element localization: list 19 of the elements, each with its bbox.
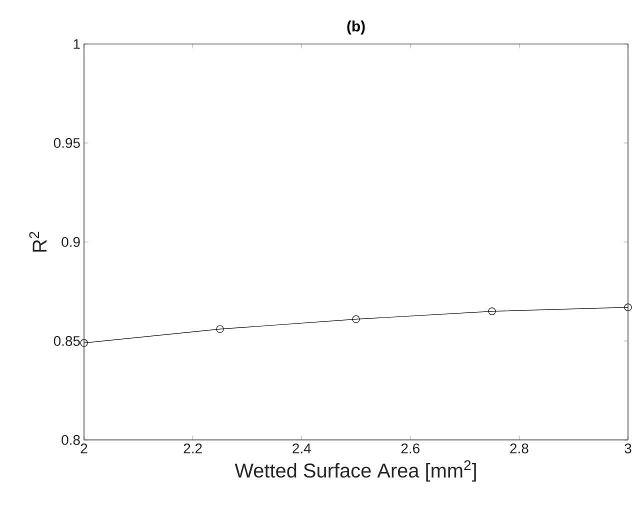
y-tick-label: 0.85 [54,336,80,346]
x-tick-label: 2.6 [401,443,420,454]
point [352,315,360,323]
x-tick-label: 2 [80,443,88,454]
chart-title: (b) [347,20,365,34]
y-tick-label: 0.9 [62,237,80,247]
x-tick-label: 2.2 [184,443,202,454]
x-tick-label: 2.8 [510,443,528,454]
y-tick-label: 0.95 [54,138,80,148]
x-tick-label: 2.4 [292,443,311,454]
x-axis-title: Wetted Surface Area [mm$^{2}$] [234,460,476,482]
y-axis-title: R$^{2}$ [29,232,46,252]
point [216,325,224,333]
x-tick-label: 3 [624,443,632,454]
y-tick-label: 0.8 [62,435,80,445]
y-tick-label: 1 [74,39,80,49]
point [488,307,496,316]
point [624,304,632,312]
point [80,339,88,347]
